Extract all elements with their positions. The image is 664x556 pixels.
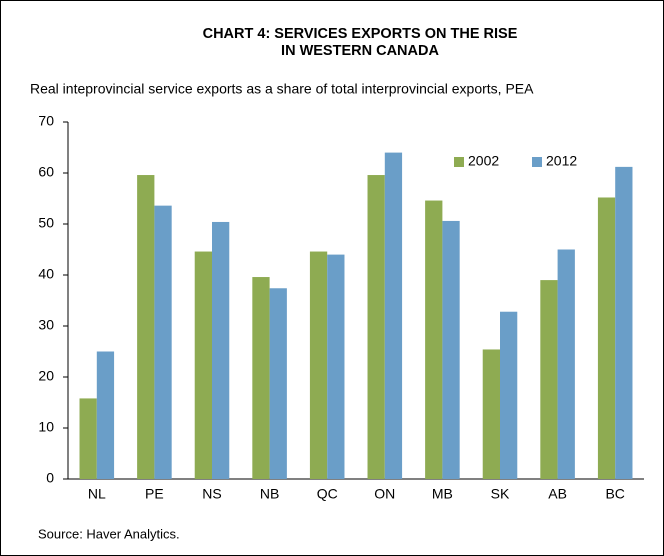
bar [384, 152, 403, 479]
x-tick-label: PE [145, 486, 164, 502]
bar [309, 251, 328, 479]
bar [540, 280, 558, 479]
x-tick-label: QC [317, 486, 338, 502]
y-tick-label: 10 [38, 419, 54, 435]
y-tick-label: 70 [38, 113, 54, 129]
bar [327, 254, 345, 479]
bar [500, 311, 518, 479]
y-tick-label: 40 [38, 266, 54, 282]
bar [597, 197, 616, 480]
chart-title: CHART 4: SERVICES EXPORTS ON THE RISE [203, 26, 518, 42]
x-tick-label: AB [548, 486, 567, 502]
x-tick-label: SK [491, 486, 510, 502]
source-note: Source: Haver Analytics. [38, 526, 180, 541]
bar [269, 288, 287, 479]
bar [194, 251, 212, 479]
bar [425, 200, 443, 480]
legend-label: 2012 [546, 153, 577, 169]
bar [615, 166, 633, 479]
x-tick-label: NS [202, 486, 221, 502]
legend-swatch [454, 157, 464, 167]
y-tick-label: 50 [38, 215, 54, 231]
bar [367, 175, 385, 480]
y-tick-label: 60 [38, 164, 54, 180]
chart-subtitle: Real inteprovincial service exports as a… [30, 81, 534, 97]
bar [252, 277, 270, 479]
x-tick-label: ON [374, 486, 395, 502]
chart-title: IN WESTERN CANADA [281, 43, 439, 59]
y-tick-label: 30 [38, 317, 54, 333]
x-tick-label: BC [605, 486, 624, 502]
bar [137, 175, 155, 480]
legend-swatch [532, 157, 542, 167]
x-tick-label: MB [432, 486, 453, 502]
x-tick-label: NB [260, 486, 279, 502]
bar [482, 349, 500, 479]
bar [212, 221, 230, 479]
x-tick-label: NL [88, 486, 106, 502]
bar [96, 351, 115, 479]
bar [154, 205, 172, 479]
bar [442, 220, 460, 479]
bar [79, 398, 97, 479]
legend-label: 2002 [468, 153, 499, 169]
y-tick-label: 0 [46, 470, 54, 486]
y-tick-label: 20 [38, 368, 54, 384]
bar [557, 249, 575, 479]
